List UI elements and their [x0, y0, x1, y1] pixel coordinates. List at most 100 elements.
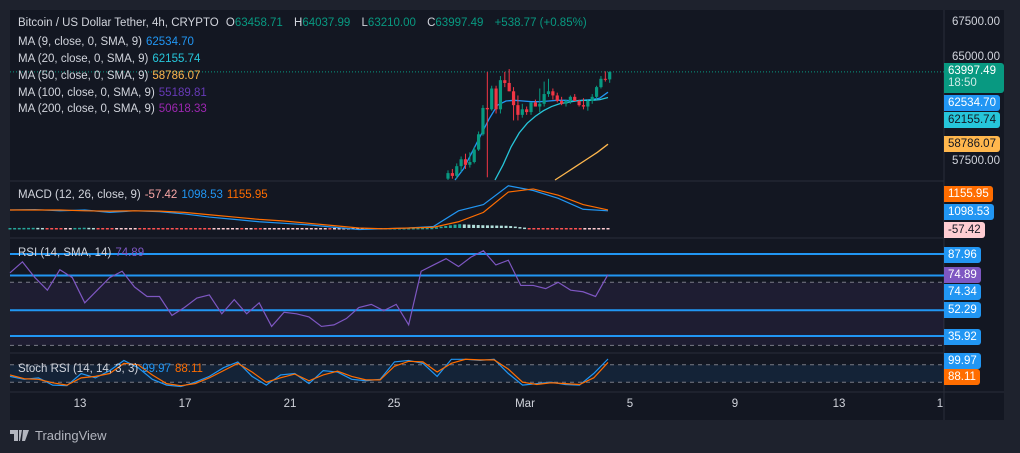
candle-body — [564, 100, 568, 104]
macd-histogram-bar — [332, 228, 336, 230]
macd-histogram-bar — [513, 226, 517, 229]
candle-body — [455, 166, 459, 176]
macd-histogram-bar — [54, 228, 58, 230]
macd-histogram-bar — [45, 228, 49, 230]
time-tick: 9 — [731, 398, 739, 410]
candle-body — [450, 173, 454, 176]
macd-histogram-bar — [161, 228, 165, 230]
macd-histogram-bar — [240, 228, 244, 230]
macd-histogram-bar — [546, 228, 550, 230]
macd-histogram-bar — [17, 227, 21, 230]
candle-body — [586, 100, 590, 107]
ma20-line — [494, 96, 609, 181]
macd-histogram-bar — [235, 228, 239, 230]
macd-histogram-bar — [217, 228, 221, 230]
macd-histogram-bar — [555, 228, 559, 230]
candle-body — [507, 82, 511, 92]
candle-body — [599, 78, 603, 88]
macd-histogram-bar — [142, 228, 146, 230]
macd-histogram-bar — [578, 228, 582, 230]
macd-legend[interactable]: MACD (12, 26, close, 9) -57.42 1098.53 1155… — [18, 189, 268, 201]
macd-histogram-bar — [119, 228, 123, 230]
stoch-d-line — [9, 358, 609, 387]
rsi-pane — [9, 250, 944, 346]
candle-body — [468, 162, 472, 165]
macd-histogram-bar — [212, 228, 216, 230]
rsi-band-tag: 87.96 — [944, 247, 981, 263]
macd-histogram-bar — [184, 228, 188, 230]
rsi-band-background — [10, 282, 944, 346]
candle-body — [581, 105, 586, 107]
ohlc-open: O63458.71 — [225, 17, 283, 29]
candle-body — [542, 94, 546, 104]
ma100-legend[interactable]: MA (100, close, 0, SMA, 9) 55189.81 — [18, 87, 207, 99]
macd-histogram-bar — [286, 228, 290, 230]
chart-frame[interactable] — [10, 10, 1004, 420]
ma200-legend[interactable]: MA (200, close, 0, SMA, 9) 50618.33 — [18, 103, 207, 115]
price-pane — [10, 69, 944, 181]
stoch-rsi-pane — [9, 358, 944, 388]
macd-histogram-bar — [115, 228, 119, 230]
macd-line-tag: 1098.53 — [944, 204, 994, 220]
macd-histogram-bar — [444, 225, 448, 228]
macd-histogram-bar — [295, 228, 299, 230]
rsi-line — [9, 250, 609, 328]
macd-histogram-bar — [73, 227, 77, 230]
macd-histogram-bar — [434, 227, 438, 229]
macd-histogram-bar — [518, 227, 522, 229]
ma9-legend[interactable]: MA (9, close, 0, SMA, 9) 62534.70 — [18, 36, 194, 48]
candle-body — [511, 91, 516, 106]
macd-histogram-bar — [198, 228, 202, 230]
ohlc-close: C63997.49 — [427, 17, 484, 29]
candle-body — [446, 173, 450, 179]
candle-body — [590, 96, 594, 101]
macd-histogram-bar — [476, 225, 480, 228]
ma20-price-tag: 62155.74 — [944, 112, 1000, 128]
macd-signal-tag: 1155.95 — [944, 186, 993, 202]
rsi-band-tag: 52.29 — [944, 302, 981, 318]
macd-histogram-bar — [22, 227, 26, 230]
macd-histogram-bar — [203, 228, 207, 230]
macd-histogram-bar — [425, 227, 429, 230]
time-tick: 5 — [626, 398, 634, 410]
macd-histogram-bar — [36, 227, 40, 230]
macd-histogram-bar — [31, 227, 35, 230]
stoch-rsi-legend[interactable]: Stoch RSI (14, 14, 3, 3) 99.97 88.11 — [18, 363, 203, 375]
macd-histogram-bar — [189, 228, 193, 230]
ohlc-low: L63210.00 — [361, 17, 416, 29]
macd-histogram-bar — [407, 228, 411, 230]
price-tick: 67500.00 — [952, 16, 1000, 28]
macd-histogram-bar — [439, 226, 443, 229]
macd-histogram-bar — [458, 224, 462, 228]
macd-histogram-bar — [490, 225, 494, 228]
ma20-legend[interactable]: MA (20, close, 0, SMA, 9) 62155.74 — [18, 53, 201, 65]
macd-histogram-bar — [40, 227, 44, 230]
ma50-legend[interactable]: MA (50, close, 0, SMA, 9) 58786.07 — [18, 70, 201, 82]
macd-histogram-bar — [129, 228, 133, 230]
candle-body — [555, 95, 559, 101]
macd-histogram-bar — [249, 228, 253, 230]
time-tick: 21 — [283, 398, 297, 410]
macd-histogram-bar — [356, 228, 360, 230]
macd-histogram-bar — [50, 228, 54, 230]
macd-histogram-bar — [101, 228, 105, 230]
candle-body — [498, 80, 503, 110]
macd-histogram-bar — [272, 228, 276, 230]
candle-body — [603, 78, 607, 80]
candle-body — [520, 109, 524, 115]
candle-body — [608, 71, 612, 80]
candle-body — [525, 109, 529, 113]
macd-hist-tag: -57.42 — [944, 222, 985, 238]
macd-histogram-bar — [523, 227, 527, 230]
tradingview-logo[interactable]: TradingView — [10, 428, 107, 443]
candle-body — [533, 102, 537, 107]
macd-histogram-bar — [105, 228, 109, 230]
macd-histogram-bar — [78, 227, 82, 230]
rsi-legend[interactable]: RSI (14, SMA, 14) 74.89 — [18, 247, 145, 259]
macd-histogram-bar — [472, 224, 476, 228]
macd-histogram-bar — [532, 228, 536, 230]
rsi-band-tag: 35.92 — [944, 329, 981, 345]
macd-histogram-bar — [254, 228, 258, 230]
macd-histogram-bar — [360, 228, 364, 230]
